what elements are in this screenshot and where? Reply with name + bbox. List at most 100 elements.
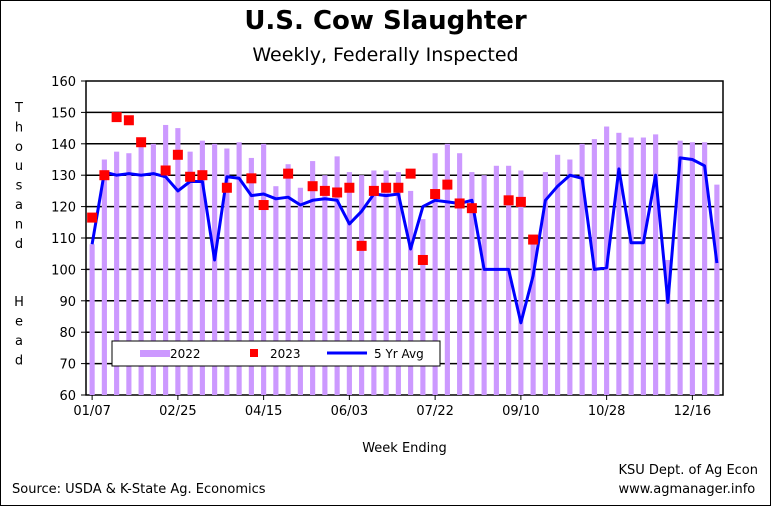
bar-2022 xyxy=(285,164,291,395)
legend: 2022 2023 5 Yr Avg xyxy=(111,340,441,367)
marker-2023 xyxy=(87,212,98,223)
bar-2022 xyxy=(334,156,340,395)
line-5yr-avg xyxy=(90,156,719,325)
marker-2023 xyxy=(332,187,343,198)
bar-2022 xyxy=(150,143,156,395)
bar-2022 xyxy=(457,153,463,395)
bar-2022 xyxy=(665,259,671,395)
legend-swatch-2023 xyxy=(250,349,258,357)
marker-2023 xyxy=(442,179,453,190)
y-axis-label-letter: u xyxy=(15,159,23,174)
bar-2022 xyxy=(297,187,303,395)
credit: KSU Dept. of Ag Econ www.agmanager.info xyxy=(618,461,758,499)
bar-2022 xyxy=(101,159,107,395)
y-axis-label-letter: H xyxy=(14,295,24,310)
marker-2023 xyxy=(405,168,416,179)
bar-2022 xyxy=(506,165,512,395)
x-axis-label: Week Ending xyxy=(362,441,447,456)
bar-2022 xyxy=(212,143,218,395)
marker-2023 xyxy=(185,171,196,182)
marker-2023 xyxy=(319,185,330,196)
x-tick-label: 04/15 xyxy=(245,404,282,419)
legend-label-2023: 2023 xyxy=(270,347,301,361)
bar-2022 xyxy=(224,148,230,395)
bar-2022 xyxy=(677,140,683,395)
bar-2022 xyxy=(518,170,524,395)
bar-2022 xyxy=(359,175,365,395)
chart-title: U.S. Cow Slaughter xyxy=(244,6,527,36)
y-axis-label-letter: a xyxy=(15,334,23,349)
bar-2022 xyxy=(114,151,120,395)
credit-line-1: KSU Dept. of Ag Econ xyxy=(618,463,758,478)
bar-2022 xyxy=(444,143,450,395)
marker-2023 xyxy=(197,170,208,181)
marker-2023 xyxy=(160,165,171,176)
legend-label-2022: 2022 xyxy=(170,347,201,361)
bar-2022 xyxy=(567,159,573,395)
marker-2023 xyxy=(172,149,183,160)
y-axis-label-letter: T xyxy=(14,101,23,116)
marker-2023 xyxy=(221,182,232,193)
markers-2023 xyxy=(87,112,539,265)
bar-2022 xyxy=(199,140,205,395)
bar-2022 xyxy=(469,172,475,395)
marker-2023 xyxy=(344,182,355,193)
marker-2023 xyxy=(258,200,269,211)
credit-line-2: www.agmanager.info xyxy=(618,482,756,497)
bar-2022 xyxy=(248,157,254,395)
y-tick-label: 140 xyxy=(51,138,76,153)
bar-2022 xyxy=(628,137,634,395)
bar-2022 xyxy=(579,143,585,395)
legend-box xyxy=(111,340,441,367)
y-tick-label: 70 xyxy=(59,358,76,373)
bar-2022 xyxy=(383,170,389,395)
bar-2022 xyxy=(346,172,352,395)
y-axis-label-letter: s xyxy=(16,179,23,194)
x-tick-label: 12/16 xyxy=(674,404,711,419)
bar-2022 xyxy=(371,170,377,395)
y-axis-label-letter: e xyxy=(15,315,23,330)
marker-2023 xyxy=(307,181,318,192)
bar-2022 xyxy=(236,142,242,395)
marker-2023 xyxy=(111,112,122,123)
y-tick-label: 90 xyxy=(59,295,76,310)
bar-2022 xyxy=(395,172,401,395)
y-tick-label: 160 xyxy=(51,75,76,90)
y-axis-label-letter: n xyxy=(15,217,23,232)
marker-2023 xyxy=(136,137,147,148)
x-tick-label: 10/28 xyxy=(588,404,625,419)
source-note: Source: USDA & K-State Ag. Economics xyxy=(12,482,266,497)
bar-2022 xyxy=(689,142,695,395)
x-tick-label: 02/25 xyxy=(159,404,196,419)
bar-2022 xyxy=(702,142,708,395)
marker-2023 xyxy=(246,173,257,184)
bar-2022 xyxy=(261,143,267,395)
bars-2022 xyxy=(89,124,720,396)
bar-2022 xyxy=(481,175,487,395)
bar-2022 xyxy=(530,238,536,395)
bar-2022 xyxy=(187,151,193,395)
bar-2022 xyxy=(653,134,659,395)
bar-2022 xyxy=(640,137,646,395)
marker-2023 xyxy=(528,234,539,245)
y-tick-label: 60 xyxy=(59,389,76,404)
x-tick-label: 06/03 xyxy=(331,404,368,419)
y-tick-label: 120 xyxy=(51,201,76,216)
bar-2022 xyxy=(616,132,622,395)
y-tick-label: 150 xyxy=(51,106,76,121)
marker-2023 xyxy=(356,240,367,251)
bar-2022 xyxy=(89,244,95,395)
bar-2022 xyxy=(555,154,561,395)
axes: 60 70 80 90 100 110 120 130 140 150 160 01/07 02/25 0… xyxy=(51,75,711,419)
y-tick-label: 130 xyxy=(51,169,76,184)
bar-2022 xyxy=(310,161,316,395)
chart-subtitle: Weekly, Federally Inspected xyxy=(252,44,519,66)
legend-swatch-2022 xyxy=(140,350,170,357)
bar-2022 xyxy=(408,190,414,395)
bar-2022 xyxy=(542,172,548,395)
marker-2023 xyxy=(515,196,526,207)
bar-2022 xyxy=(273,186,279,395)
marker-2023 xyxy=(99,170,110,181)
